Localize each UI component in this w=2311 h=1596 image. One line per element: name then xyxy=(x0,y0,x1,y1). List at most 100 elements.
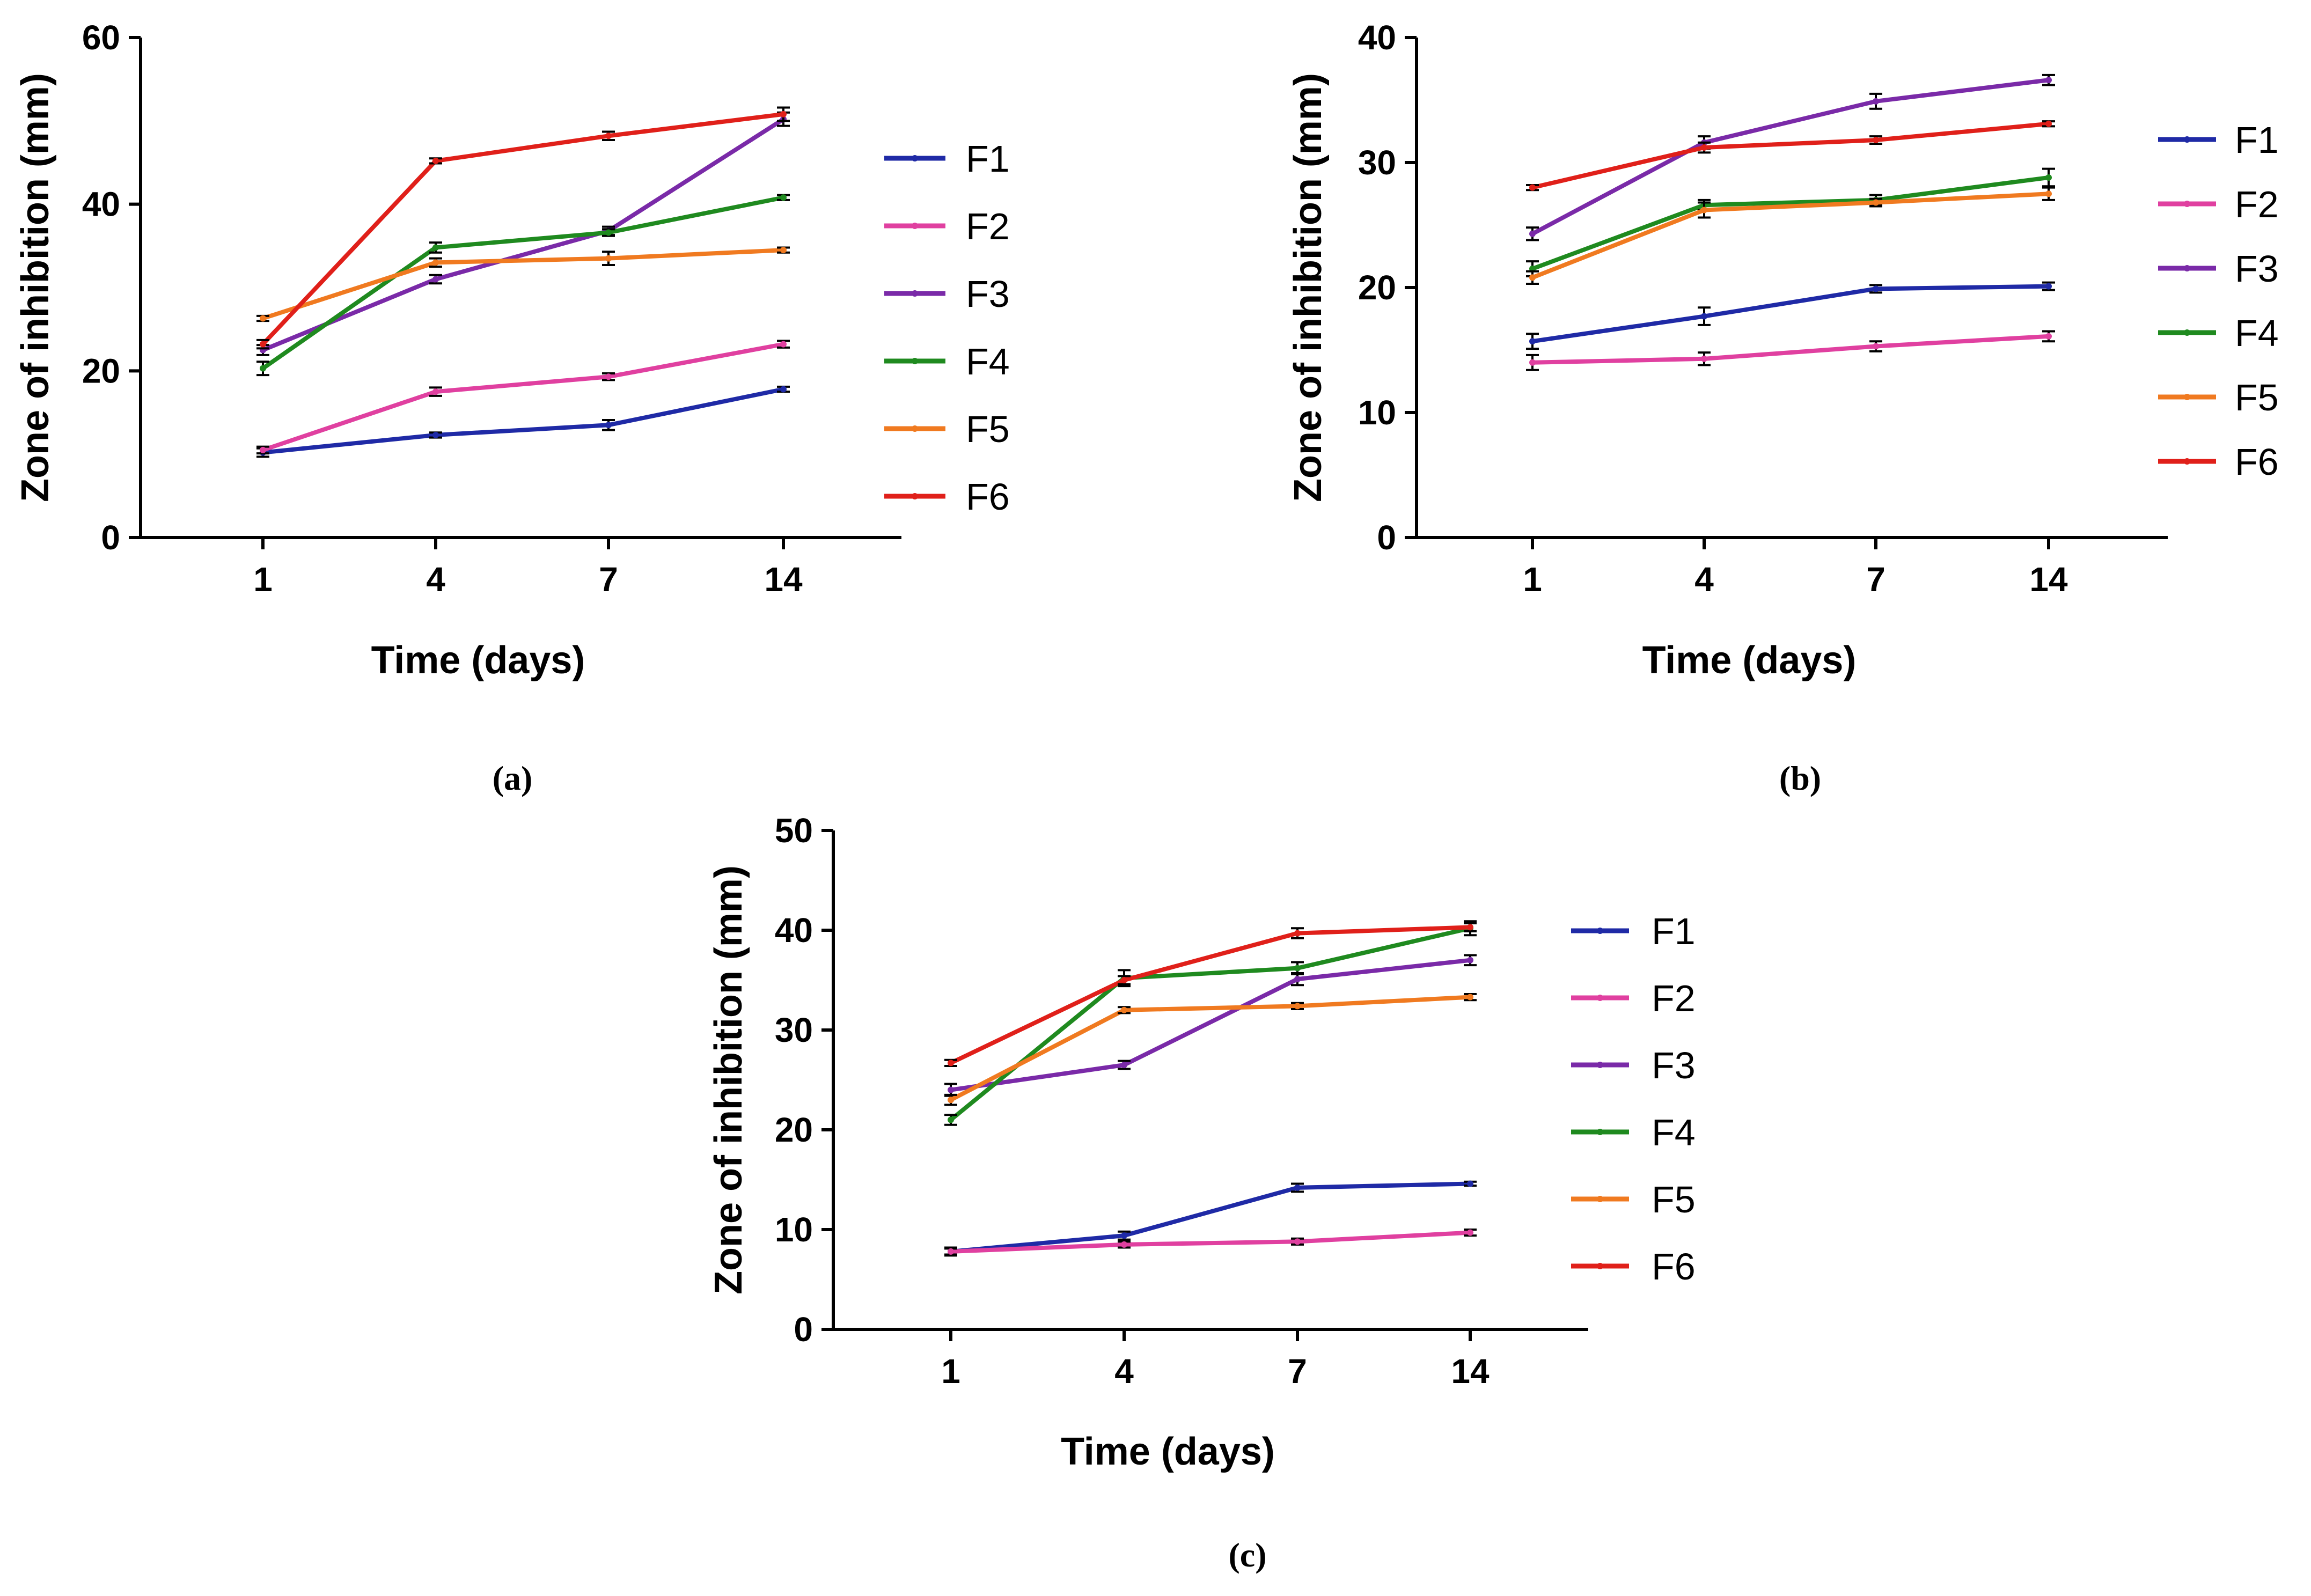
data-point xyxy=(2045,77,2052,84)
data-point xyxy=(948,1097,954,1104)
series-f5 xyxy=(1526,186,2055,285)
legend-label: F1 xyxy=(966,138,1010,180)
legend-marker xyxy=(2184,201,2190,207)
series-line xyxy=(262,117,785,352)
data-point xyxy=(1294,1003,1301,1010)
data-point xyxy=(1121,977,1127,983)
series-line xyxy=(950,925,1471,1065)
legend-label: F3 xyxy=(966,273,1010,315)
legend-marker xyxy=(912,493,918,499)
series-f1 xyxy=(256,385,790,458)
y-tick-label: 20 xyxy=(1358,268,1396,307)
legend-label: F2 xyxy=(2235,183,2279,225)
series-line xyxy=(1531,78,2049,236)
series-line xyxy=(950,958,1471,1092)
data-point xyxy=(2045,190,2052,197)
data-point xyxy=(1294,930,1301,937)
data-point xyxy=(2045,174,2052,181)
data-point xyxy=(1873,343,1879,350)
legend-marker xyxy=(2184,458,2190,465)
x-axis-title: Time (days) xyxy=(1642,639,1857,682)
data-point xyxy=(2045,333,2052,340)
legend-label: F3 xyxy=(1652,1045,1696,1086)
legend-item-f5: F5 xyxy=(1571,1179,1696,1220)
data-point xyxy=(948,1060,954,1067)
y-tick-label: 10 xyxy=(775,1210,813,1249)
x-tick-label: 14 xyxy=(2029,560,2068,599)
x-tick-label: 1 xyxy=(941,1352,960,1391)
data-point xyxy=(432,276,439,283)
legend-item-f2: F2 xyxy=(2158,183,2279,225)
data-point xyxy=(432,259,439,266)
legend-label: F6 xyxy=(966,476,1010,518)
legend-label: F5 xyxy=(1652,1179,1696,1220)
data-point xyxy=(1294,1184,1301,1191)
x-tick-label: 7 xyxy=(599,560,618,599)
data-point xyxy=(1467,924,1473,931)
legend-item-f1: F1 xyxy=(884,138,1010,180)
data-point xyxy=(780,386,787,393)
series-line xyxy=(262,387,784,455)
data-point xyxy=(1701,355,1707,362)
y-tick-label: 50 xyxy=(775,811,813,850)
legend-marker xyxy=(1597,1129,1603,1135)
series-f2 xyxy=(256,340,790,455)
series-f4 xyxy=(1526,167,2055,278)
series-f3 xyxy=(944,954,1477,1097)
data-point xyxy=(1467,1229,1473,1236)
legend-marker xyxy=(912,223,918,229)
series-line xyxy=(950,1181,1471,1254)
legend-item-f4: F4 xyxy=(884,341,1010,383)
data-point xyxy=(1529,230,1536,237)
panel-caption: (b) xyxy=(1779,759,1821,797)
x-tick-label: 4 xyxy=(426,560,445,599)
data-point xyxy=(780,341,787,348)
legend-label: F4 xyxy=(966,341,1010,383)
data-point xyxy=(1467,994,1473,1001)
legend-item-f4: F4 xyxy=(1571,1112,1696,1153)
data-point xyxy=(780,194,787,201)
legend-item-f5: F5 xyxy=(884,408,1010,450)
x-axis-title: Time (days) xyxy=(1061,1430,1275,1473)
legend-item-f4: F4 xyxy=(2158,312,2279,354)
data-point xyxy=(1121,1241,1127,1248)
y-tick-label: 60 xyxy=(82,18,120,57)
data-point xyxy=(1294,965,1301,972)
series-line xyxy=(1532,121,2049,190)
series-f2 xyxy=(1526,330,2055,371)
legend-item-f3: F3 xyxy=(1571,1045,1696,1086)
series-f5 xyxy=(944,993,1477,1106)
data-point xyxy=(948,1248,954,1255)
data-point xyxy=(1121,1006,1127,1013)
series-line xyxy=(1532,284,2049,344)
y-tick-label: 30 xyxy=(775,1011,813,1049)
series-line xyxy=(261,112,784,346)
legend-marker xyxy=(1597,1196,1603,1202)
data-point xyxy=(1873,199,1879,206)
legend-label: F5 xyxy=(2235,377,2279,418)
legend-marker xyxy=(1597,1263,1603,1269)
data-point xyxy=(605,133,612,139)
legend-item-f2: F2 xyxy=(884,205,1010,247)
data-point xyxy=(948,1116,954,1123)
series-f1 xyxy=(1526,281,2055,350)
y-tick-label: 40 xyxy=(775,911,813,950)
legend-label: F1 xyxy=(2235,119,2279,161)
legend-label: F1 xyxy=(1652,910,1696,952)
series-f6 xyxy=(256,106,790,350)
data-point xyxy=(1294,976,1301,983)
legend-item-f6: F6 xyxy=(2158,441,2279,483)
series-f6 xyxy=(944,922,1477,1067)
series-f4 xyxy=(256,194,790,377)
data-point xyxy=(1529,274,1536,281)
x-tick-label: 14 xyxy=(1451,1352,1490,1391)
series-line xyxy=(950,1230,1471,1254)
legend-marker xyxy=(912,425,918,432)
legend-item-f3: F3 xyxy=(2158,248,2279,290)
legend-label: F6 xyxy=(1652,1246,1696,1288)
x-tick-label: 7 xyxy=(1288,1352,1307,1391)
legend-marker xyxy=(912,155,918,161)
